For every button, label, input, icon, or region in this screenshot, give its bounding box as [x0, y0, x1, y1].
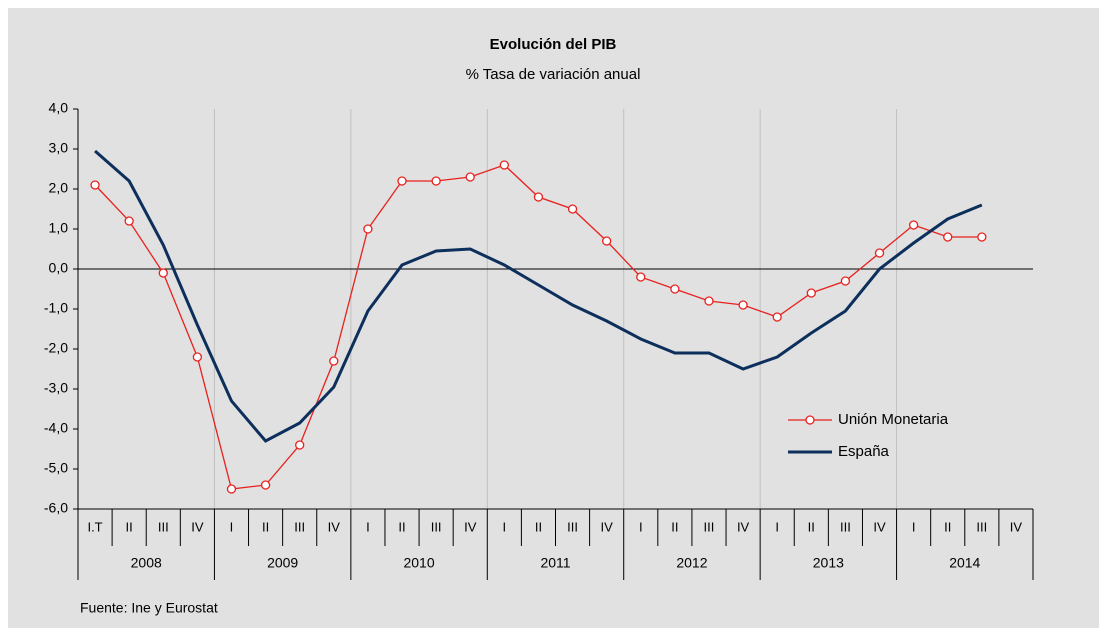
data-point [431, 176, 441, 186]
data-point [806, 288, 816, 298]
chart-subtitle: % Tasa de variación anual [466, 66, 641, 83]
data-point [772, 312, 782, 322]
x-tick-label: IV [464, 519, 477, 534]
year-label: 2010 [403, 555, 434, 571]
x-tick-label: IV [601, 519, 614, 534]
data-point [738, 300, 748, 310]
data-point [908, 220, 919, 230]
year-label: 2011 [540, 555, 570, 571]
data-point [90, 180, 100, 190]
data-point [977, 232, 987, 242]
y-tick-label: -2,0 [44, 340, 68, 356]
data-point [670, 284, 680, 294]
y-tick-label: -1,0 [44, 300, 68, 316]
y-tick-label: -6,0 [44, 500, 68, 516]
x-tick-label: II [535, 519, 542, 534]
x-tick-label: II [944, 519, 951, 534]
x-tick-label: IV [191, 519, 204, 534]
y-tick-label: 1,0 [49, 220, 69, 236]
chart-title: Evolución del PIB [490, 36, 617, 53]
data-point [260, 480, 271, 490]
legend-marker [805, 415, 815, 425]
panel [8, 8, 1099, 628]
x-tick-label: I [912, 519, 916, 534]
x-tick-label: II [126, 519, 133, 534]
data-point [329, 356, 339, 366]
source: Fuente: Ine y Eurostat [80, 600, 218, 616]
legend-label: Unión Monetaria [838, 411, 949, 428]
data-point [704, 296, 714, 306]
x-tick-label: II [671, 519, 678, 534]
x-tick-label: III [567, 519, 578, 534]
x-tick-label: III [976, 519, 987, 534]
y-tick-label: 2,0 [49, 180, 69, 196]
data-point [226, 484, 237, 494]
x-tick-label: III [840, 519, 851, 534]
x-tick-label: II [262, 519, 269, 534]
data-point [602, 236, 612, 246]
year-label: 2008 [131, 555, 162, 571]
x-tick-label: I [503, 519, 507, 534]
data-point [567, 204, 578, 214]
data-point [533, 192, 544, 202]
x-tick-label: I [230, 519, 234, 534]
x-tick-label: I [366, 519, 370, 534]
x-tick-label: IV [328, 519, 341, 534]
y-tick-label: -4,0 [44, 420, 68, 436]
x-tick-label: III [431, 519, 442, 534]
x-tick-label: III [704, 519, 715, 534]
data-point [840, 276, 851, 286]
data-point [465, 172, 475, 182]
y-tick-label: -3,0 [44, 380, 68, 396]
y-tick-label: 0,0 [49, 260, 69, 276]
data-point [363, 224, 373, 234]
x-tick-label: II [808, 519, 815, 534]
y-tick-label: 3,0 [49, 140, 69, 156]
year-label: 2009 [267, 555, 298, 571]
data-point [295, 440, 305, 450]
data-point [397, 176, 407, 186]
x-tick-label: I.T [87, 519, 102, 534]
series-line [94, 149, 983, 443]
y-tick-label: -5,0 [44, 460, 68, 476]
data-point [943, 232, 953, 242]
data-point [158, 268, 168, 278]
legend-label: España [838, 443, 890, 460]
x-tick-label: I [775, 519, 779, 534]
year-label: 2013 [813, 555, 844, 571]
x-tick-label: IV [873, 519, 886, 534]
year-label: 2012 [676, 555, 707, 571]
x-tick-label: III [158, 519, 169, 534]
x-tick-label: IV [737, 519, 750, 534]
x-tick-label: III [294, 519, 305, 534]
data-point [499, 160, 509, 170]
data-point [874, 248, 885, 258]
y-tick-label: 4,0 [49, 100, 69, 116]
year-label: 2014 [949, 555, 980, 571]
x-tick-label: II [398, 519, 405, 534]
data-point [636, 272, 646, 282]
x-tick-label: I [639, 519, 643, 534]
data-point [192, 352, 203, 362]
data-point [124, 216, 134, 226]
x-tick-label: IV [1010, 519, 1023, 534]
